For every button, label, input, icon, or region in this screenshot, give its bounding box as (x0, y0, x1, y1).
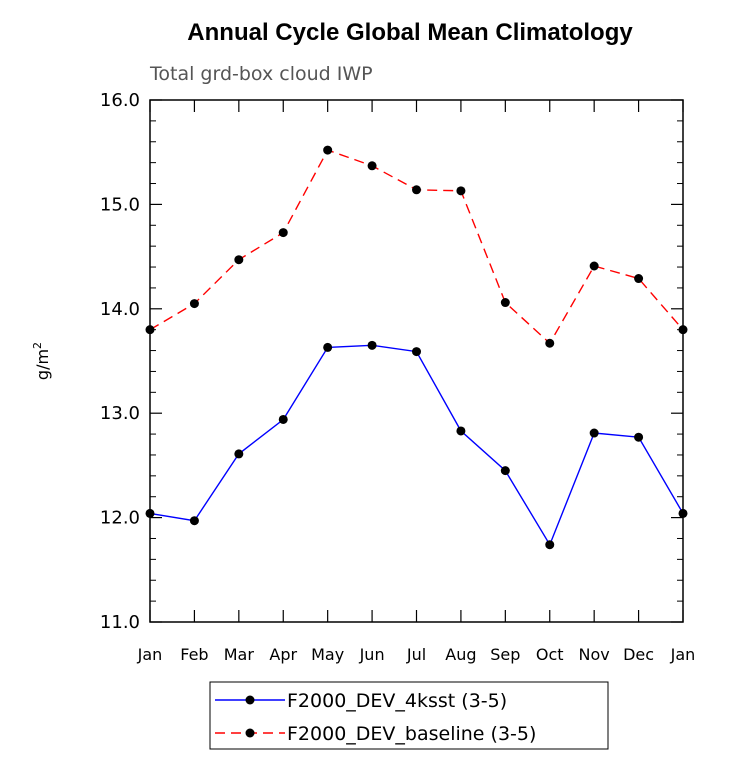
series-2-point (189, 299, 199, 309)
chart-title: Annual Cycle Global Mean Climatology (187, 19, 633, 46)
x-tick-label: Jul (406, 645, 426, 664)
series-2-point (323, 145, 333, 155)
plot-area (149, 99, 684, 623)
series-line-2 (149, 149, 684, 345)
legend: F2000_DEV_4ksst (3-5) F2000_DEV_baseline … (209, 681, 609, 750)
y-axis-label-text: g/m (33, 349, 52, 380)
series-1-point (634, 432, 644, 442)
series-2-point (678, 325, 688, 335)
series-1-point (367, 340, 377, 350)
series-2-point (589, 261, 599, 271)
series-2-point (367, 161, 377, 171)
legend-marker (245, 728, 255, 738)
y-tick-label: 13.0 (100, 403, 140, 424)
y-tick-label: 16.0 (100, 90, 140, 111)
legend-box (209, 681, 609, 750)
series-1-point (589, 428, 599, 438)
x-tick-label: Mar (224, 645, 255, 664)
series-1-point (189, 516, 199, 526)
series-2-point (456, 186, 466, 196)
x-tick-label: Aug (445, 645, 476, 664)
legend-label: F2000_DEV_4ksst (3-5) (287, 690, 507, 712)
x-tick-label: Feb (180, 645, 208, 664)
y-tick-label: 15.0 (100, 194, 140, 215)
y-axis-label: g/m2 (31, 342, 52, 380)
x-tick-label: Nov (579, 645, 610, 664)
x-tick-label: Jan (670, 645, 696, 664)
x-tick-labels: Jan Feb Mar Apr May Jun Jul Aug Sep Oct Nov Dec Jan (137, 645, 696, 664)
series-1-point (678, 508, 688, 518)
legend-label: F2000_DEV_baseline (3-5) (287, 723, 536, 745)
series-1-point (412, 347, 421, 357)
series-1-point (456, 426, 466, 436)
y-axis-label-sup: 2 (31, 342, 44, 349)
y-tick-label: 11.0 (100, 612, 140, 633)
x-tick-label: May (311, 645, 344, 664)
series-2-point (145, 325, 155, 335)
series-2-point (545, 338, 555, 348)
series-2-point (634, 274, 644, 284)
series-line-1 (149, 344, 684, 547)
x-tick-label: Jan (137, 645, 163, 664)
series-1-point (234, 449, 244, 459)
legend-marker (245, 695, 255, 705)
series-2-point (234, 255, 244, 265)
chart-subtitle: Total grd-box cloud IWP (149, 63, 373, 85)
y-tick-label: 12.0 (100, 508, 140, 529)
series-1-point (278, 414, 288, 424)
x-tick-label: Apr (269, 645, 297, 664)
x-tick-label: Dec (623, 645, 654, 664)
y-tick-labels: 11.0 12.0 13.0 14.0 15.0 16.0 (100, 90, 140, 633)
x-tick-label: Sep (490, 645, 520, 664)
series-1-point (500, 466, 510, 476)
series-1-point (145, 508, 155, 518)
series-2-point (278, 228, 288, 238)
series-2-point (500, 298, 510, 308)
y-tick-label: 14.0 (100, 299, 140, 320)
axis-ticks (149, 99, 684, 623)
x-tick-label: Oct (536, 645, 564, 664)
x-tick-label: Jun (359, 645, 385, 664)
series-1-point (323, 342, 333, 352)
series-layer (145, 145, 688, 550)
series-2-point (412, 185, 421, 195)
series-1-point (545, 540, 555, 550)
